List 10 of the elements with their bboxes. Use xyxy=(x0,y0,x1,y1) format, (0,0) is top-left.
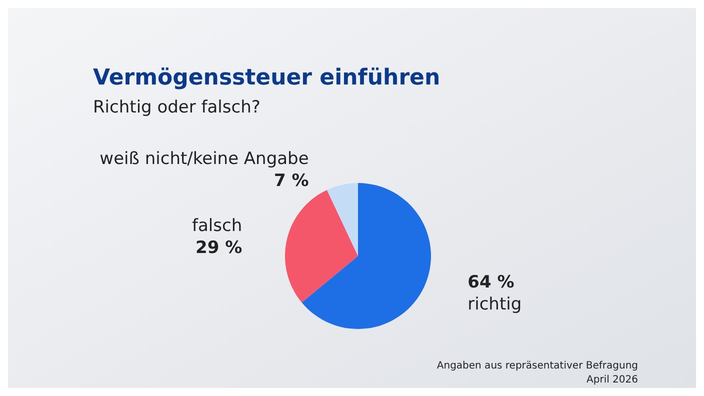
chart-title: Vermögenssteuer einführen xyxy=(93,66,440,90)
text: April 2026 xyxy=(586,374,638,386)
data-label: 29 % xyxy=(196,238,242,258)
slice-label: richtig xyxy=(468,294,522,314)
data-label: 64 % xyxy=(468,272,514,292)
chart-subtitle: Richtig oder falsch? xyxy=(93,98,260,118)
text: Angaben aus repräsentativer Befragung xyxy=(436,360,638,372)
data-label: 7 % xyxy=(274,171,309,192)
slice-label: falsch xyxy=(192,216,242,236)
slice-label: weiß nicht/keine Angabe xyxy=(100,149,309,170)
